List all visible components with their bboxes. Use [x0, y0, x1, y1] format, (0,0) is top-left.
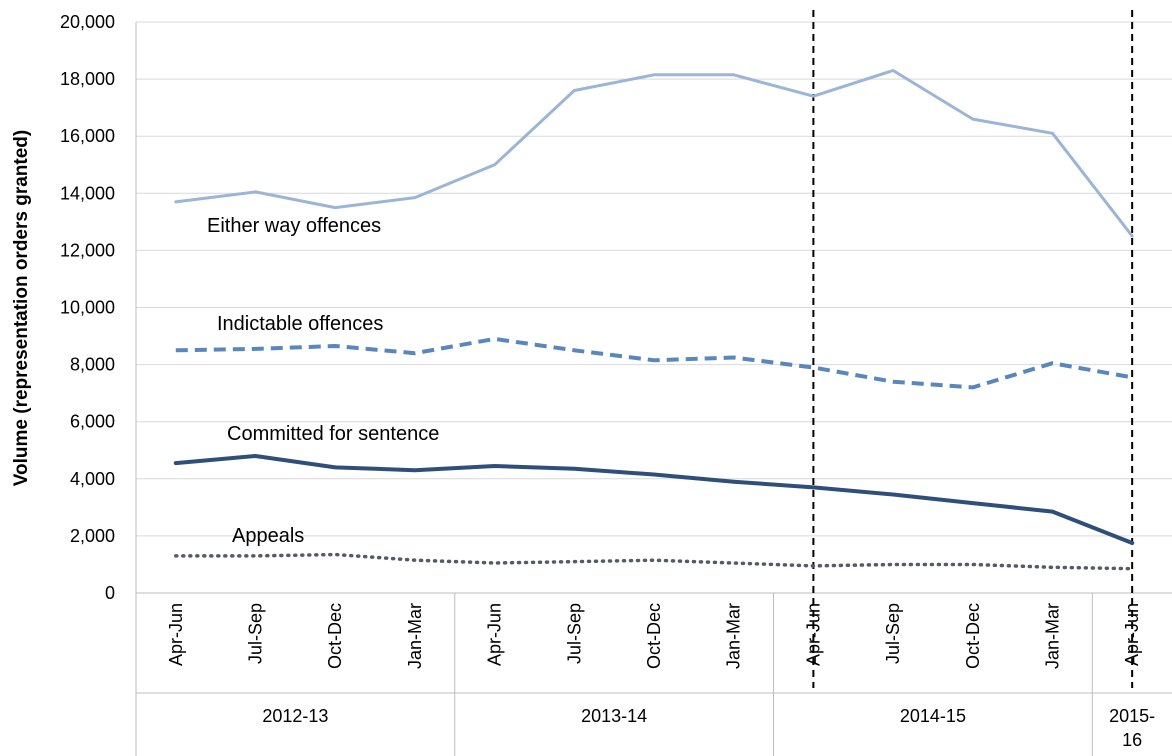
x-tick-label: Jan-Mar — [724, 603, 744, 669]
gridlines — [136, 21, 1172, 594]
year-label: 2015- — [1109, 706, 1155, 726]
x-tick-label: Oct-Dec — [325, 603, 345, 669]
series-labels: Either way offences Indictable offences … — [207, 215, 439, 547]
x-tick-label: Jan-Mar — [405, 603, 425, 669]
series-label-appeals: Appeals — [232, 525, 304, 547]
series-lines — [173, 69, 1135, 571]
x-tick-label: Oct-Dec — [963, 603, 983, 669]
y-tick-label: 18,000 — [60, 69, 115, 89]
year-label-line2: 16 — [1122, 730, 1142, 750]
vertical-markers — [812, 10, 1134, 688]
y-tick-label: 8,000 — [70, 355, 115, 375]
series-label-committed: Committed for sentence — [227, 423, 439, 445]
series-line-indictable-offences — [175, 336, 1133, 390]
series-line-either-way-offences — [174, 69, 1134, 238]
year-label: 2013-14 — [581, 706, 647, 726]
x-tick-label: Apr-Jun — [166, 603, 186, 666]
y-axis-label: Volume (representation orders granted) — [11, 130, 32, 487]
y-tick-label: 20,000 — [60, 12, 115, 32]
y-tick-label: 2,000 — [70, 526, 115, 546]
x-tick-label: Jul-Sep — [564, 603, 584, 664]
y-tick-label: 6,000 — [70, 412, 115, 432]
series-line-appeals — [174, 552, 1134, 571]
y-tick-label: 14,000 — [60, 183, 115, 203]
year-label: 2014-15 — [900, 706, 966, 726]
series-label-indictable: Indictable offences — [217, 313, 383, 335]
x-axis: Apr-Jun Jul-Sep Oct-Dec Jan-Mar Apr-Jun Jul-S… — [136, 593, 1172, 756]
x-tick-label: Oct-Dec — [644, 603, 664, 669]
y-axis: 0 2,000 4,000 6,000 8,000 10,000 12,000 14,000 1… — [60, 12, 137, 756]
y-tick-label: 12,000 — [60, 240, 115, 260]
year-label: 2012-13 — [262, 706, 328, 726]
y-tick-label: 16,000 — [60, 126, 115, 146]
series-line-committed-for-sentence — [173, 454, 1135, 545]
x-tick-label: Jul-Sep — [246, 603, 266, 664]
series-label-either-way: Either way offences — [207, 215, 381, 237]
x-tick-label: Jul-Sep — [883, 603, 903, 664]
y-tick-label: 0 — [105, 583, 115, 603]
x-tick-label: Jan-Mar — [1042, 603, 1062, 669]
y-tick-label: 10,000 — [60, 298, 115, 318]
x-tick-label: Apr-Jun — [485, 603, 505, 666]
y-tick-label: 4,000 — [70, 469, 115, 489]
